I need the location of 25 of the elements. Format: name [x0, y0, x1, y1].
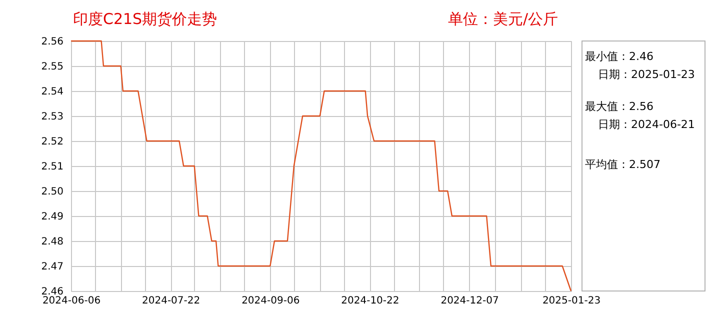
x-tick-label: 2024-07-22 [142, 296, 200, 306]
y-tick-label: 2.53 [41, 112, 64, 122]
x-tick-label: 2024-06-06 [42, 296, 101, 306]
text: 最小值：2.46 [585, 50, 654, 63]
y-tick-label: 2.47 [41, 262, 64, 272]
x-tick-label: 2024-12-07 [440, 296, 499, 306]
y-tick-label: 2.54 [41, 86, 64, 98]
text: 平均值：2.507 [585, 158, 660, 171]
y-tick-label: 2.48 [41, 236, 64, 248]
y-axis-title: 单位：美元/公斤 [448, 10, 558, 28]
y-tick-label: 2.56 [41, 36, 64, 48]
y-tick-label: 2.50 [41, 186, 64, 198]
text: 日期：2025-01-23 [598, 68, 695, 81]
chart-title: 印度C21S期货价走势 [73, 10, 218, 28]
y-tick-label: 2.55 [41, 62, 64, 72]
text: 最大值：2.56 [585, 100, 654, 113]
x-tick-label: 2025-01-23 [542, 296, 601, 306]
text: 日期：2024-06-21 [598, 118, 695, 131]
y-tick-label: 2.46 [41, 286, 64, 298]
x-tick-label: 2024-09-06 [242, 296, 300, 306]
x-tick-label: 2024-10-22 [341, 296, 400, 306]
y-tick-label: 2.51 [41, 162, 64, 172]
y-tick-label: 2.49 [41, 212, 64, 222]
y-tick-label: 2.52 [41, 136, 64, 148]
line-series [70, 40, 572, 292]
